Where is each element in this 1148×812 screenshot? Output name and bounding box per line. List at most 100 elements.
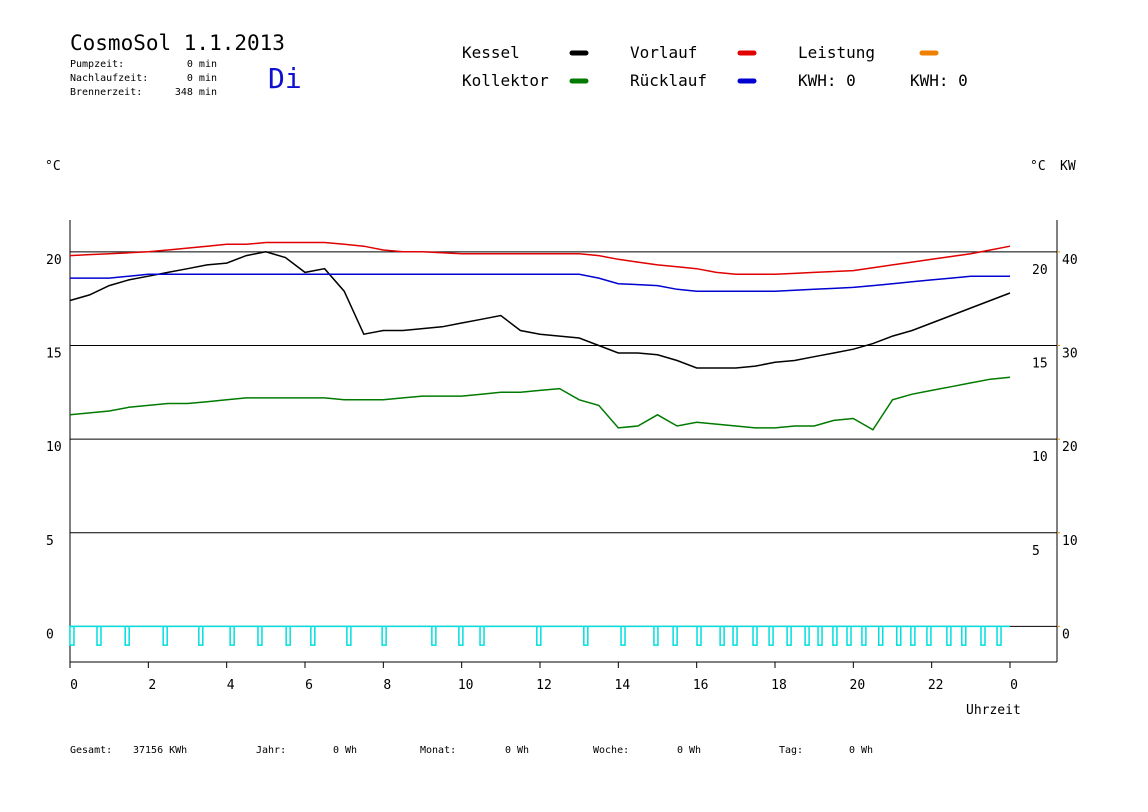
info-label: Brennerzeit: (70, 87, 142, 98)
y2-tick-label: 0 (1062, 627, 1070, 642)
x-tick-label: 12 (536, 678, 552, 693)
y-tick-label: 15 (46, 346, 62, 361)
pulse (817, 625, 823, 646)
y-tick-label: 20 (46, 253, 62, 268)
pulse (381, 625, 387, 646)
y2-tick-label: 20 (1062, 440, 1078, 455)
pulse (719, 625, 725, 646)
chart-title: CosmoSol 1.1.2013 (70, 31, 285, 55)
footer-label: Gesamt: (70, 745, 112, 756)
pulse (69, 625, 75, 646)
footer-label: Monat: (420, 745, 456, 756)
footer-label: Jahr: (256, 745, 286, 756)
x-tick-label: 0 (70, 678, 78, 693)
x-axis-label: Uhrzeit (966, 703, 1021, 718)
pulse (896, 625, 902, 646)
pulse (832, 625, 838, 646)
pulse (346, 625, 352, 646)
info-label: Nachlaufzeit: (70, 73, 148, 84)
kwh-label: KWH: 0 (910, 71, 968, 90)
pulse (861, 625, 867, 646)
legend-label: Leistung (798, 43, 875, 62)
legend-label: Kessel (462, 43, 520, 62)
y2-tick-label: 30 (1062, 346, 1078, 361)
pulse (620, 625, 626, 646)
x-tick-label: 14 (615, 678, 631, 693)
pulse (162, 625, 168, 646)
pulse (479, 625, 485, 646)
info-label: Pumpzeit: (70, 59, 124, 70)
pulse (926, 625, 932, 646)
series-line (69, 251, 1011, 369)
pulse (583, 625, 589, 646)
pulse (846, 625, 852, 646)
pulse (946, 625, 952, 646)
series-line (70, 273, 1010, 292)
pulse (961, 625, 967, 646)
pulse (696, 625, 702, 646)
legend-label: Kollektor (462, 71, 549, 90)
info-value: 348 min (175, 87, 217, 98)
footer-value: 0 Wh (849, 745, 873, 756)
pulse (910, 625, 916, 646)
info-value: 0 min (187, 73, 217, 84)
y-tick-label: 0 (46, 627, 54, 642)
x-tick-label: 10 (458, 678, 474, 693)
pulse (458, 625, 464, 646)
series-line (69, 376, 1011, 431)
footer-value: 37156 KWh (133, 745, 187, 756)
pulse (257, 625, 263, 646)
kwh-label: KWH: 0 (798, 71, 856, 90)
y2-tick-label: 10 (1062, 534, 1078, 549)
y-tick-label-right: 5 (1032, 544, 1040, 559)
y-axis-label: °C (45, 159, 61, 174)
footer-value: 0 Wh (505, 745, 529, 756)
y-tick-label-right: 15 (1032, 356, 1048, 371)
pulse (768, 625, 774, 646)
x-tick-label: 16 (693, 678, 709, 693)
pulse (752, 625, 758, 646)
footer-label: Tag: (779, 745, 803, 756)
pulse (285, 625, 291, 646)
legend-label: Vorlauf (630, 43, 697, 62)
pulse (229, 625, 235, 646)
pulse (672, 625, 678, 646)
y-tick-label: 5 (46, 534, 54, 549)
pulse (996, 625, 1002, 646)
y-tick-label-right: 10 (1032, 450, 1048, 465)
x-tick-label: 2 (148, 678, 156, 693)
x-tick-label: 8 (383, 678, 391, 693)
pulse (878, 625, 884, 646)
x-tick-label: 20 (850, 678, 866, 693)
footer-label: Woche: (593, 745, 629, 756)
x-tick-label: 18 (771, 678, 787, 693)
pulse (980, 625, 986, 646)
x-tick-label: 22 (928, 678, 944, 693)
y2-axis-label: KW (1060, 159, 1076, 174)
info-value: 0 min (187, 59, 217, 70)
pulse (804, 625, 810, 646)
legend-label: Rücklauf (630, 71, 707, 90)
day-label: Di (268, 62, 302, 95)
pulse (732, 625, 738, 646)
y-tick-label-right: 20 (1032, 263, 1048, 278)
pulse (786, 625, 792, 646)
pulse (198, 625, 204, 646)
pulse (536, 625, 542, 646)
y2-tick-label: 40 (1062, 253, 1078, 268)
pulse (96, 625, 102, 646)
pulse (431, 625, 437, 646)
footer-value: 0 Wh (333, 745, 357, 756)
x-tick-label: 0 (1010, 678, 1018, 693)
series-line (69, 241, 1011, 276)
y-axis-label-right: °C (1030, 159, 1046, 174)
x-tick-label: 6 (305, 678, 313, 693)
pulse (124, 625, 130, 646)
footer-value: 0 Wh (677, 745, 701, 756)
pulse (653, 625, 659, 646)
pulse (310, 625, 316, 646)
x-tick-label: 4 (227, 678, 235, 693)
y-tick-label: 10 (46, 440, 62, 455)
